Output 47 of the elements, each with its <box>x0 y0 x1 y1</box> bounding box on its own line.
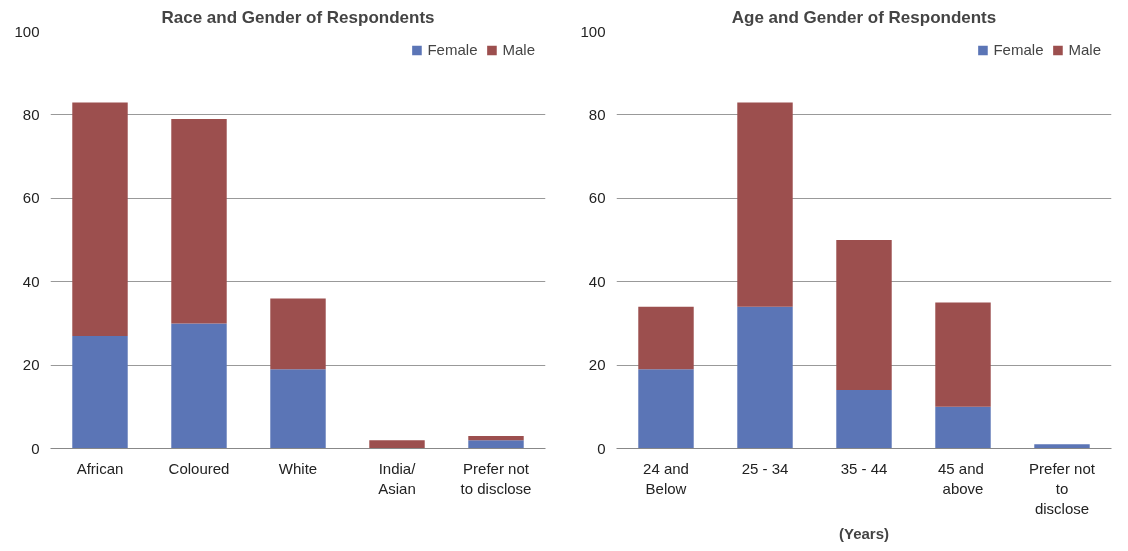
y-tick-label: 100 <box>14 22 40 40</box>
x-tick-label: Prefer not to disclose <box>460 459 532 497</box>
legend-label: Male <box>1068 41 1101 58</box>
x-tick-label: 45 and above <box>937 459 984 497</box>
x-tick-label: Coloured <box>168 459 230 477</box>
bar <box>270 298 326 370</box>
y-tick-label: 20 <box>22 356 40 374</box>
x-axis-title: (Years) <box>838 525 890 543</box>
legend-label: Female <box>427 41 478 58</box>
x-tick-label: Prefer not to disclose <box>1029 459 1096 518</box>
bar <box>638 306 694 370</box>
x-tick-label: African <box>76 459 124 477</box>
y-tick-label: 0 <box>31 439 40 457</box>
bar <box>737 306 793 449</box>
y-tick-label: 20 <box>588 356 606 374</box>
bar <box>836 240 892 391</box>
bar <box>369 440 425 449</box>
bar <box>737 102 793 307</box>
x-tick-label: 25 - 34 <box>741 459 789 477</box>
bar <box>1034 444 1090 449</box>
bar <box>270 369 326 449</box>
x-tick-label: 35 - 44 <box>840 459 888 477</box>
bar <box>171 323 227 449</box>
bar <box>468 440 524 449</box>
x-tick-label: White <box>278 459 318 477</box>
x-tick-label: India/ Asian <box>378 459 417 497</box>
y-tick-label: 40 <box>22 272 40 290</box>
legend-label: Male <box>502 41 535 58</box>
y-tick-label: 100 <box>580 22 606 40</box>
y-tick-label: 40 <box>588 272 606 290</box>
bar <box>935 302 991 407</box>
y-tick-label: 60 <box>22 189 40 207</box>
y-tick-label: 80 <box>588 105 606 123</box>
y-tick-label: 0 <box>597 439 606 457</box>
chart-title: Age and Gender of Respondents <box>731 7 997 27</box>
x-tick-label: 24 and Below <box>643 459 689 497</box>
bar <box>836 390 892 449</box>
legend-label: Female <box>993 41 1044 58</box>
bar <box>638 369 694 449</box>
bar <box>72 102 128 336</box>
y-tick-label: 80 <box>22 105 40 123</box>
bar <box>72 335 128 449</box>
bar <box>935 406 991 449</box>
chart-title: Race and Gender of Respondents <box>161 7 435 27</box>
bar <box>171 119 227 324</box>
bar <box>468 435 524 441</box>
y-tick-label: 60 <box>588 189 606 207</box>
